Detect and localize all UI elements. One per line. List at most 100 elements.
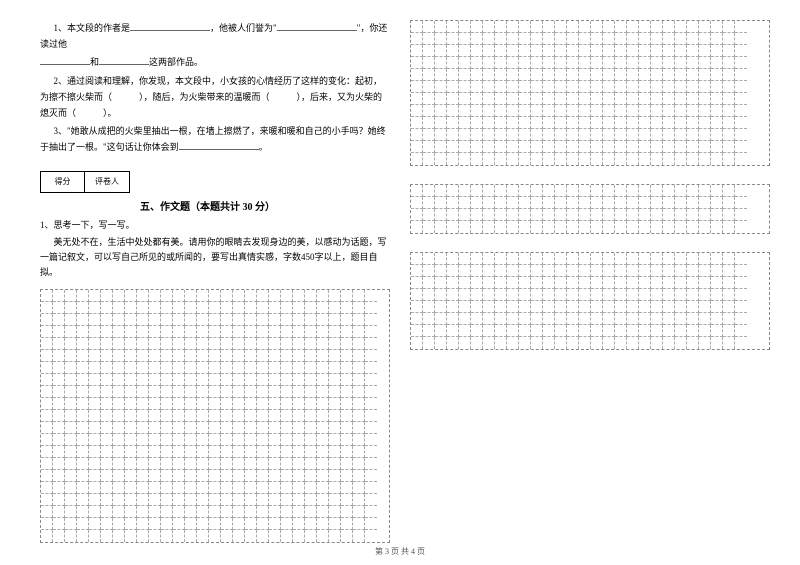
grid-cell <box>627 325 639 337</box>
grid-cell <box>41 290 53 302</box>
grid-cell <box>197 422 209 434</box>
grid-cell <box>257 494 269 506</box>
grid-cell <box>209 530 221 542</box>
grid-cell <box>245 362 257 374</box>
grid-cell <box>89 434 101 446</box>
grid-cell <box>125 374 137 386</box>
grid-cell <box>341 374 353 386</box>
grid-cell <box>89 314 101 326</box>
grid-cell <box>101 314 113 326</box>
grid-cell <box>711 21 723 33</box>
grid-cell <box>149 458 161 470</box>
grid-cell <box>567 57 579 69</box>
grid-row <box>411 33 769 45</box>
grid-cell <box>675 197 687 209</box>
grid-cell <box>353 518 365 530</box>
grid-cell <box>257 470 269 482</box>
grid-cell <box>579 325 591 337</box>
grid-row <box>41 434 389 446</box>
grid-cell <box>293 494 305 506</box>
grid-cell <box>209 410 221 422</box>
grid-cell <box>411 253 423 265</box>
grid-cell <box>675 185 687 197</box>
grid-cell <box>615 185 627 197</box>
grid-cell <box>519 57 531 69</box>
grid-cell <box>89 494 101 506</box>
grid-cell <box>471 277 483 289</box>
grid-cell <box>293 362 305 374</box>
grid-cell <box>579 33 591 45</box>
grid-cell <box>101 338 113 350</box>
grid-cell <box>699 277 711 289</box>
grid-row <box>411 325 769 337</box>
grid-cell <box>687 81 699 93</box>
grid-cell <box>531 117 543 129</box>
grid-cell <box>365 350 377 362</box>
grid-cell <box>101 470 113 482</box>
grid-cell <box>149 470 161 482</box>
grid-cell <box>447 209 459 221</box>
grid-cell <box>161 386 173 398</box>
grid-row <box>411 117 769 129</box>
grid-cell <box>341 482 353 494</box>
grid-cell <box>435 45 447 57</box>
grid-cell <box>53 338 65 350</box>
grid-cell <box>435 117 447 129</box>
grid-cell <box>365 470 377 482</box>
grid-cell <box>101 482 113 494</box>
grid-cell <box>507 313 519 325</box>
grid-cell <box>735 221 747 233</box>
q1-prefix: 1、本文段的作者是 <box>54 23 131 33</box>
grid-cell <box>711 105 723 117</box>
grid-cell <box>221 458 233 470</box>
grid-cell <box>257 350 269 362</box>
grid-cell <box>675 45 687 57</box>
grid-cell <box>711 277 723 289</box>
grid-cell <box>221 410 233 422</box>
grid-cell <box>459 93 471 105</box>
grid-cell <box>699 81 711 93</box>
grid-cell <box>221 446 233 458</box>
grid-cell <box>531 289 543 301</box>
grid-cell <box>699 301 711 313</box>
grid-cell <box>603 185 615 197</box>
grid-cell <box>711 209 723 221</box>
grid-cell <box>699 117 711 129</box>
grid-cell <box>305 410 317 422</box>
grid-cell <box>137 482 149 494</box>
grid-cell <box>723 153 735 165</box>
grid-cell <box>329 374 341 386</box>
grid-cell <box>65 506 77 518</box>
grid-cell <box>65 314 77 326</box>
grid-cell <box>723 105 735 117</box>
grid-cell <box>699 209 711 221</box>
grid-cell <box>365 518 377 530</box>
question-3: 3、"她敢从成把的火柴里抽出一根，在墙上擦燃了，来暖和暖和自己的小手吗？她终于抽… <box>40 123 390 155</box>
grid-cell <box>233 410 245 422</box>
grid-cell <box>137 530 149 542</box>
grid-cell <box>483 33 495 45</box>
grid-cell <box>435 105 447 117</box>
grid-cell <box>735 57 747 69</box>
grid-cell <box>41 494 53 506</box>
grid-cell <box>651 93 663 105</box>
grid-cell <box>173 482 185 494</box>
grid-cell <box>603 129 615 141</box>
grid-cell <box>209 338 221 350</box>
grid-cell <box>435 141 447 153</box>
grid-cell <box>543 277 555 289</box>
grid-cell <box>89 458 101 470</box>
grid-cell <box>651 21 663 33</box>
grid-cell <box>519 277 531 289</box>
grid-cell <box>221 326 233 338</box>
grid-cell <box>353 446 365 458</box>
grid-cell <box>137 338 149 350</box>
grid-cell <box>471 105 483 117</box>
grid-cell <box>281 434 293 446</box>
grid-cell <box>531 301 543 313</box>
grid-cell <box>675 153 687 165</box>
grid-cell <box>423 301 435 313</box>
grid-cell <box>627 21 639 33</box>
grid-cell <box>197 494 209 506</box>
grid-cell <box>411 313 423 325</box>
